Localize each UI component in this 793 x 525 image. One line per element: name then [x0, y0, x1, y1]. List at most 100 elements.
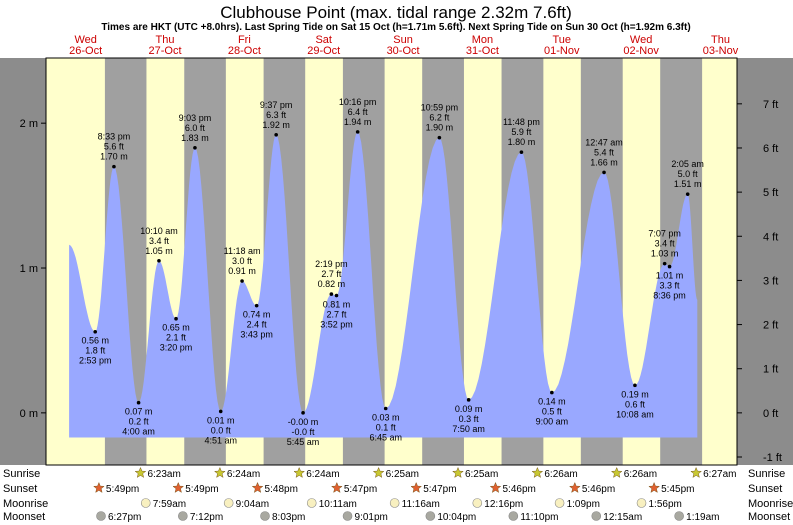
- extreme-label: 10:10 am: [140, 226, 178, 236]
- right-tick-label: 2 ft: [763, 320, 778, 332]
- extreme-labels: 0.56 m1.8 ft2:53 pm 8:33 pm5.6 ft1.70 m 0.…: [79, 97, 704, 447]
- tide-series: [69, 131, 698, 438]
- daylight-band: [702, 58, 737, 465]
- extreme-point: [667, 264, 672, 269]
- moonset-icon: [342, 511, 353, 521]
- moonset-time: 6:27pm: [108, 512, 141, 523]
- extreme-label: 5.6 ft: [104, 142, 125, 152]
- day-weekday: Mon: [472, 34, 493, 46]
- extreme-label: 1.01 m: [656, 271, 684, 281]
- extreme-label: 1.94 m: [344, 117, 372, 127]
- sunset-icon: [410, 481, 423, 493]
- moonset-time: 8:03pm: [272, 512, 305, 523]
- extreme-label: 12:47 am: [585, 137, 623, 147]
- extreme-label: 11:18 am: [224, 246, 261, 256]
- extreme-label: 1.66 m: [590, 157, 618, 167]
- sunrise-time: 6:25am: [465, 469, 498, 480]
- extreme-label: 7:50 am: [452, 424, 485, 434]
- extreme-label: 6.0 ft: [185, 123, 206, 133]
- sunset-icon: [489, 481, 502, 493]
- extreme-label: 0.07 m: [125, 407, 153, 417]
- extreme-label: 0.1 ft: [376, 423, 397, 433]
- extreme-point: [240, 279, 244, 283]
- extreme-label: 10:59 pm: [421, 103, 459, 113]
- day-date: 02-Nov: [623, 45, 659, 57]
- left-tick-label: 0 m: [20, 408, 38, 420]
- moonrise-icon: [306, 498, 317, 508]
- extreme-label: 9:37 pm: [260, 100, 293, 110]
- extreme-point: [112, 164, 116, 169]
- moonrise-icon: [472, 498, 483, 508]
- sunrise-icon: [610, 466, 623, 478]
- moonset-time: 9:01pm: [355, 512, 388, 523]
- moonrise-row-label: Moonrise: [3, 498, 48, 510]
- moonset-icon: [508, 511, 519, 521]
- right-tick-label: 1 ft: [763, 364, 778, 376]
- extreme-point: [274, 132, 278, 137]
- sunrise-time: 6:24am: [227, 469, 260, 480]
- day-weekday: Fri: [238, 34, 251, 46]
- extreme-label: 2.7 ft: [326, 310, 347, 320]
- extreme-point: [437, 135, 442, 140]
- extreme-label: 8:36 pm: [653, 291, 686, 301]
- extreme-label: 2:05 am: [671, 159, 704, 169]
- sun-moon-table: Sunrise Sunrise 6:23am 6:24am 6:24am 6:25am 6:…: [3, 466, 793, 523]
- sunset-row-label-right: Sunset: [748, 483, 782, 495]
- moonrise-time: 9:04am: [236, 499, 269, 510]
- day-weekday: Sat: [315, 34, 332, 46]
- extreme-label: 10:08 am: [616, 409, 654, 419]
- extreme-label: 0.65 m: [162, 323, 190, 333]
- extreme-label: 2.4 ft: [247, 320, 268, 330]
- moonrise-time: 11:16am: [402, 499, 440, 510]
- sunrise-icon: [452, 466, 464, 478]
- moonrise-time: 7:59am: [153, 499, 186, 510]
- moonrise-icon: [140, 498, 151, 508]
- extreme-label: 3.4 ft: [149, 236, 170, 246]
- extreme-point: [662, 261, 667, 266]
- sunset-icon: [568, 481, 581, 493]
- extreme-label: 3:52 pm: [320, 320, 353, 330]
- extreme-label: 0.74 m: [243, 310, 271, 320]
- sunset-icon: [251, 481, 264, 493]
- extreme-label: 5:45 am: [287, 437, 320, 447]
- extreme-point: [329, 292, 334, 296]
- day-headers: Wed26-OctThu27-OctFri28-OctSat29-OctSun3…: [69, 34, 739, 57]
- left-tick-label: 1 m: [20, 263, 38, 275]
- extreme-label: 4:00 am: [122, 427, 155, 437]
- sunrise-time: 6:27am: [703, 469, 736, 480]
- extreme-label: 8:33 pm: [98, 132, 131, 142]
- extreme-point: [355, 130, 360, 134]
- right-tick-label: 5 ft: [763, 187, 778, 199]
- sunrise-icon: [372, 466, 385, 478]
- extreme-label: 0.14 m: [538, 397, 566, 407]
- extreme-label: 3:20 pm: [160, 343, 193, 353]
- extreme-label: 10:16 pm: [339, 97, 377, 107]
- moonset-time: 12:15am: [603, 512, 642, 523]
- extreme-label: 6.3 ft: [266, 110, 287, 120]
- moonrise-icon: [223, 498, 234, 508]
- sunset-time: 5:46pm: [502, 484, 535, 495]
- day-date: 29-Oct: [307, 45, 340, 57]
- extreme-point: [218, 409, 223, 414]
- day-date: 31-Oct: [466, 45, 499, 57]
- extreme-point: [136, 400, 141, 405]
- sunset-icon: [330, 481, 343, 493]
- moonset-icon: [96, 511, 106, 521]
- day-date: 01-Nov: [544, 45, 580, 57]
- extreme-label: 0.6 ft: [625, 399, 646, 409]
- moonrise-time: 12:16pm: [484, 499, 523, 510]
- extreme-point: [383, 406, 388, 411]
- moonset-time: 11:10pm: [520, 512, 558, 523]
- extreme-label: 0.5 ft: [542, 407, 563, 417]
- extreme-label: 0.82 m: [318, 279, 346, 289]
- moonrise-time: 10:11am: [319, 499, 357, 510]
- day-date: 30-Oct: [387, 45, 420, 57]
- extreme-point: [93, 329, 98, 334]
- extreme-label: 1.05 m: [145, 246, 173, 256]
- day-date: 03-Nov: [703, 45, 739, 57]
- extreme-label: 1.80 m: [508, 137, 536, 147]
- extreme-label: 0.56 m: [81, 336, 109, 346]
- extreme-point: [301, 411, 305, 415]
